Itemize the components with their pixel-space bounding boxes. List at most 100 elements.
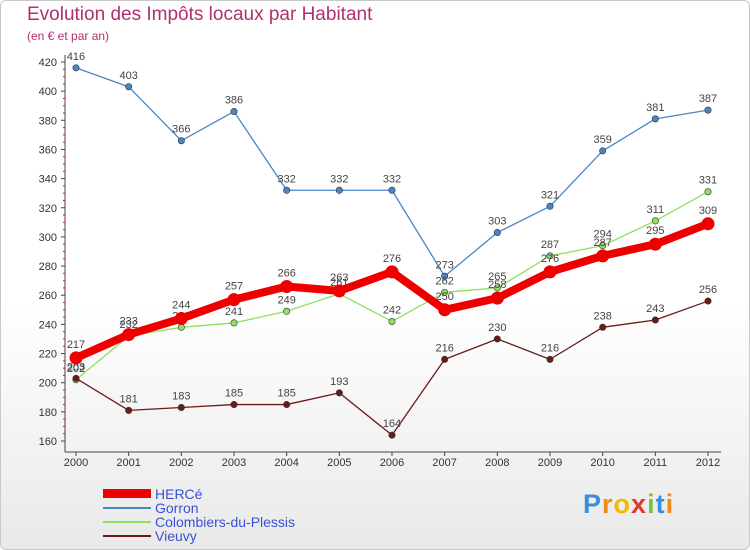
x-tick-label: 2006 xyxy=(380,457,404,469)
data-point-herc- xyxy=(701,217,715,231)
logo-letter: i xyxy=(647,489,656,519)
data-point-herc- xyxy=(69,351,83,365)
series-line-colombiers-du-plessis xyxy=(75,191,709,381)
legend-swatch-herce xyxy=(103,489,151,498)
y-tick-label: 260 xyxy=(39,290,57,302)
y-tick-label: 220 xyxy=(39,349,57,361)
data-point-gorron xyxy=(125,83,133,91)
x-tick-label: 2000 xyxy=(64,457,88,469)
data-point-vieuvy xyxy=(599,323,607,331)
data-point-herc- xyxy=(332,284,346,298)
data-label-herc-: 250 xyxy=(435,291,453,303)
data-label-gorron: 386 xyxy=(225,95,243,107)
y-tick-label: 300 xyxy=(39,232,57,244)
data-point-vieuvy xyxy=(125,406,133,414)
x-tick-label: 2008 xyxy=(485,457,509,469)
data-point-herc- xyxy=(122,328,136,342)
data-label-gorron: 359 xyxy=(593,134,611,146)
legend-swatch-colombiers xyxy=(103,521,151,523)
legend: HERCé Gorron Colombiers-du-Plessis Vieuv… xyxy=(103,487,295,543)
data-label-herc-: 266 xyxy=(277,267,295,279)
data-label-herc-: 295 xyxy=(646,225,664,237)
data-label-gorron: 303 xyxy=(488,216,506,228)
chart-title: Evolution des Impôts locaux par Habitant xyxy=(27,4,373,25)
logo-letter: o xyxy=(613,489,632,519)
data-label-gorron: 332 xyxy=(383,173,401,185)
data-point-gorron xyxy=(704,106,712,114)
data-label-vieuvy: 181 xyxy=(119,393,137,405)
data-point-herc- xyxy=(490,291,504,305)
legend-label-herce: HERCé xyxy=(155,486,203,502)
data-label-colombiers-du-plessis: 249 xyxy=(277,294,295,306)
legend-item-gorron: Gorron xyxy=(103,501,295,515)
data-point-colombiers-du-plessis xyxy=(177,323,185,331)
data-label-herc-: 309 xyxy=(699,205,717,217)
legend-label-vieuvy: Vieuvy xyxy=(155,528,197,544)
y-tick-label: 420 xyxy=(39,57,57,69)
data-label-colombiers-du-plessis: 242 xyxy=(383,304,401,316)
data-label-vieuvy: 238 xyxy=(593,310,611,322)
x-tick-label: 2010 xyxy=(590,457,614,469)
data-point-gorron xyxy=(599,147,607,155)
data-label-colombiers-du-plessis: 262 xyxy=(435,275,453,287)
y-tick-label: 360 xyxy=(39,144,57,156)
data-point-colombiers-du-plessis xyxy=(441,288,449,296)
data-label-vieuvy: 216 xyxy=(541,342,559,354)
x-tick-label: 2012 xyxy=(696,457,720,469)
logo-letter: t xyxy=(655,489,666,519)
y-tick-label: 160 xyxy=(39,436,57,448)
data-label-gorron: 321 xyxy=(541,189,559,201)
x-tick-label: 2001 xyxy=(116,457,140,469)
data-point-vieuvy xyxy=(441,355,449,363)
legend-swatch-vieuvy xyxy=(103,535,151,537)
data-label-vieuvy: 164 xyxy=(383,418,401,430)
data-label-colombiers-du-plessis: 287 xyxy=(541,239,559,251)
data-point-gorron xyxy=(72,64,80,72)
data-point-gorron xyxy=(283,186,291,194)
data-point-herc- xyxy=(648,237,662,251)
data-point-colombiers-du-plessis xyxy=(388,317,396,325)
series-line-gorron xyxy=(75,67,709,277)
data-label-herc-: 244 xyxy=(172,300,190,312)
data-label-vieuvy: 243 xyxy=(646,303,664,315)
data-label-gorron: 387 xyxy=(699,93,717,105)
data-point-gorron xyxy=(651,115,659,123)
data-point-gorron xyxy=(493,229,501,237)
data-label-colombiers-du-plessis: 202 xyxy=(67,363,85,375)
data-label-vieuvy: 203 xyxy=(67,361,85,373)
legend-label-colombiers: Colombiers-du-Plessis xyxy=(155,514,296,530)
data-label-gorron: 332 xyxy=(330,173,348,185)
logo-letter: i xyxy=(665,489,675,519)
legend-item-colombiers: Colombiers-du-Plessis xyxy=(103,515,295,529)
y-tick-label: 240 xyxy=(39,319,57,331)
data-label-herc-: 263 xyxy=(330,272,348,284)
data-point-herc- xyxy=(543,265,557,279)
data-point-colombiers-du-plessis xyxy=(599,242,607,250)
data-label-gorron: 366 xyxy=(172,124,190,136)
logo-letter: r xyxy=(602,489,614,519)
data-label-colombiers-du-plessis: 294 xyxy=(593,229,611,241)
data-point-gorron xyxy=(441,272,449,280)
data-point-herc- xyxy=(385,265,399,279)
chart-subtitle: (en € et par an) xyxy=(27,29,110,43)
data-label-herc-: 217 xyxy=(67,339,85,351)
y-tick-label: 200 xyxy=(39,378,57,390)
data-point-herc- xyxy=(174,312,188,326)
data-point-vieuvy xyxy=(493,335,501,343)
data-label-colombiers-du-plessis: 311 xyxy=(647,204,665,216)
x-tick-label: 2003 xyxy=(222,457,246,469)
y-tick-label: 340 xyxy=(39,174,57,186)
logo-letter: P xyxy=(583,489,603,519)
data-point-colombiers-du-plessis xyxy=(493,284,501,292)
data-point-vieuvy xyxy=(230,401,238,409)
y-tick-label: 180 xyxy=(39,407,57,419)
logo-letter: x xyxy=(631,489,648,519)
data-point-vieuvy xyxy=(283,401,291,409)
data-point-gorron xyxy=(335,186,343,194)
legend-item-vieuvy: Vieuvy xyxy=(103,529,295,543)
data-point-colombiers-du-plessis xyxy=(546,252,554,260)
data-label-vieuvy: 185 xyxy=(225,388,243,400)
data-label-gorron: 403 xyxy=(119,70,137,82)
